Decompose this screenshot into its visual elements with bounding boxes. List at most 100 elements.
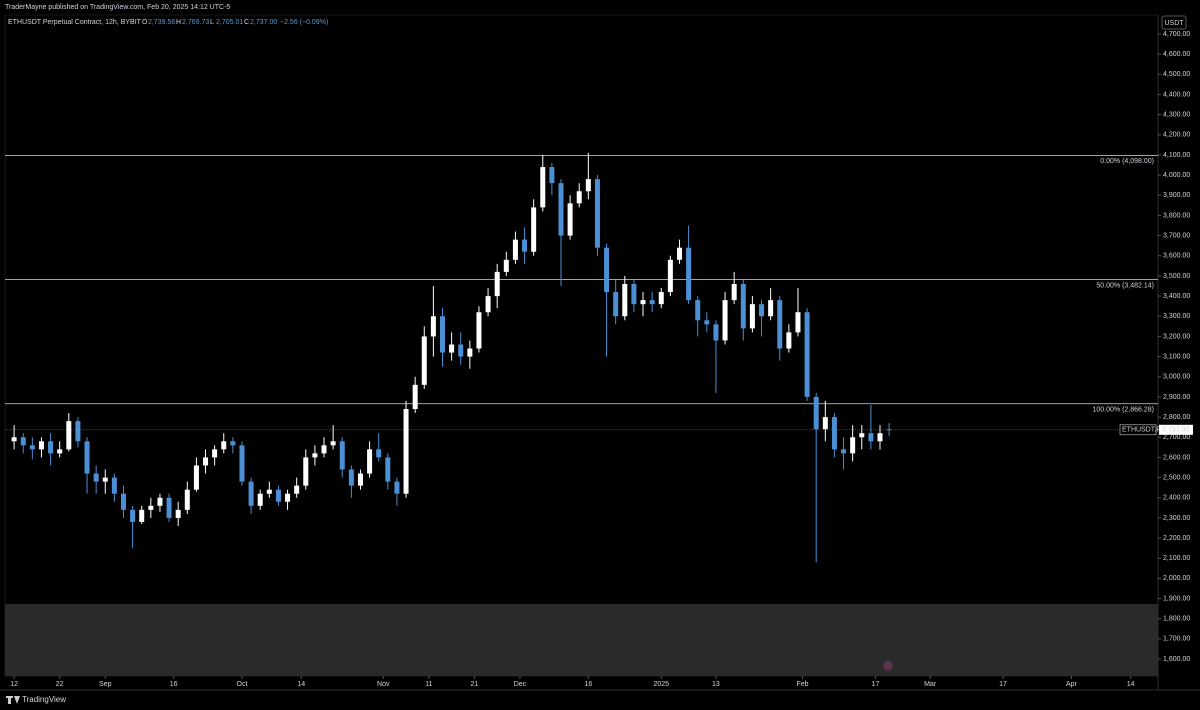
unit-box[interactable]	[1161, 15, 1187, 30]
candle-body	[66, 421, 72, 450]
plot-area	[4, 14, 1159, 677]
price-tag	[1159, 424, 1193, 435]
candle-body	[248, 481, 254, 506]
candle-body	[567, 203, 573, 236]
candle-body	[476, 312, 482, 349]
candle-body	[184, 489, 190, 510]
y-tick-label: 3,800.00	[1163, 212, 1190, 219]
candle-body	[303, 457, 309, 486]
candle-body	[449, 344, 455, 353]
symbol: ETHUSDT Perpetual Contract, 12h, BYBIT	[8, 19, 142, 26]
x-tick-label: 14	[1127, 681, 1135, 688]
x-tick-label: 16	[584, 681, 592, 688]
y-tick-label: 2,600.00	[1163, 454, 1190, 461]
candle-body	[166, 497, 172, 518]
candle-body	[38, 441, 44, 450]
y-tick-label: 4,200.00	[1163, 132, 1190, 139]
candle-body	[439, 316, 446, 353]
y-tick-label: 4,000.00	[1163, 172, 1190, 179]
y-tick-label: 4,400.00	[1163, 91, 1190, 98]
candle-body	[695, 300, 701, 321]
candle-body	[631, 283, 637, 305]
y-tick-label: 4,300.00	[1163, 111, 1190, 118]
y-tick-label: 3,500.00	[1163, 273, 1190, 280]
candle-body	[795, 312, 801, 333]
candle-body	[239, 445, 245, 482]
logo-icon	[6, 696, 20, 704]
ohlc-legend: O 2,739.56 H 2,769.73 L 2,705.01 C 2,737.00 −2.5…	[142, 19, 328, 26]
candle-body	[850, 437, 856, 454]
candle-body	[859, 433, 865, 438]
candle-body	[777, 300, 783, 349]
y-tick-label: 2,000.00	[1163, 575, 1190, 582]
ohlc-key: C	[244, 19, 249, 26]
y-tick-label: 4,700.00	[1163, 31, 1190, 38]
x-tick-label: 14	[297, 681, 305, 688]
candle-body	[430, 316, 436, 337]
ohlc-value: 2,705.01	[216, 19, 243, 26]
candle-body	[594, 179, 600, 248]
x-tick-label: 12	[10, 681, 18, 688]
candle-body	[367, 449, 373, 474]
candle-body	[203, 457, 209, 466]
candle-body	[558, 183, 564, 236]
y-tick-label: 2,800.00	[1163, 414, 1190, 421]
ohlc-value: 2,739.56	[148, 19, 175, 26]
candle-body	[139, 509, 145, 522]
candle-body	[130, 509, 136, 522]
candle-body	[57, 449, 63, 454]
x-tick-label: 11	[425, 681, 432, 688]
candle-body	[403, 409, 409, 494]
published-note: TraderMayne published on TradingView.com…	[5, 4, 230, 11]
candle-body	[868, 433, 874, 442]
candle-body	[193, 465, 199, 490]
candle-body	[613, 292, 619, 317]
candle-body	[48, 441, 54, 454]
y-tick-label: 2,700.00	[1163, 434, 1190, 441]
y-tick-label: 3,100.00	[1163, 353, 1190, 360]
candle-body	[540, 167, 546, 208]
price-tag-label: 2,737.00	[1162, 427, 1189, 434]
y-tick-label: 2,400.00	[1163, 495, 1190, 502]
y-tick-label: 3,700.00	[1163, 232, 1190, 239]
ohlc-value: 2,769.73	[182, 19, 209, 26]
candle-body	[111, 477, 117, 494]
y-tick-label: 3,400.00	[1163, 293, 1190, 300]
candle-body	[285, 493, 291, 502]
x-tick-label: Apr	[1066, 681, 1078, 688]
candle-body	[339, 441, 345, 470]
y-tick-label: 1,900.00	[1163, 595, 1190, 602]
x-tick-label: 22	[56, 681, 64, 688]
candle-body	[376, 449, 382, 458]
candle-body	[822, 417, 828, 430]
candle-body	[494, 271, 500, 297]
candle-body	[740, 283, 746, 329]
candle-body	[841, 449, 847, 454]
candle-body	[102, 477, 108, 482]
candle-body	[604, 247, 610, 293]
candle-body	[20, 437, 26, 446]
y-tick-label: 3,900.00	[1163, 192, 1190, 199]
candle-body	[157, 497, 163, 506]
candle-body	[877, 433, 883, 442]
y-tick-label: 3,200.00	[1163, 333, 1190, 340]
x-tick-label: Sep	[99, 681, 112, 688]
event-icon[interactable]	[883, 661, 893, 671]
ohlc-key: O	[142, 19, 148, 26]
candle-body	[257, 493, 263, 506]
candle-body	[786, 332, 792, 349]
candle-body	[266, 489, 272, 494]
candle-body	[148, 505, 154, 510]
x-tick-label: 16	[170, 681, 178, 688]
x-tick-label: Oct	[237, 681, 248, 688]
x-tick-label: 2025	[653, 681, 669, 688]
candle-body	[549, 167, 555, 184]
x-tick-label: 17	[999, 681, 1007, 688]
y-tick-label: 3,300.00	[1163, 313, 1190, 320]
candle-body	[749, 304, 755, 329]
candle-body	[348, 469, 354, 486]
candle-body	[75, 421, 81, 442]
candle-body	[503, 259, 509, 272]
candle-body	[212, 449, 218, 458]
